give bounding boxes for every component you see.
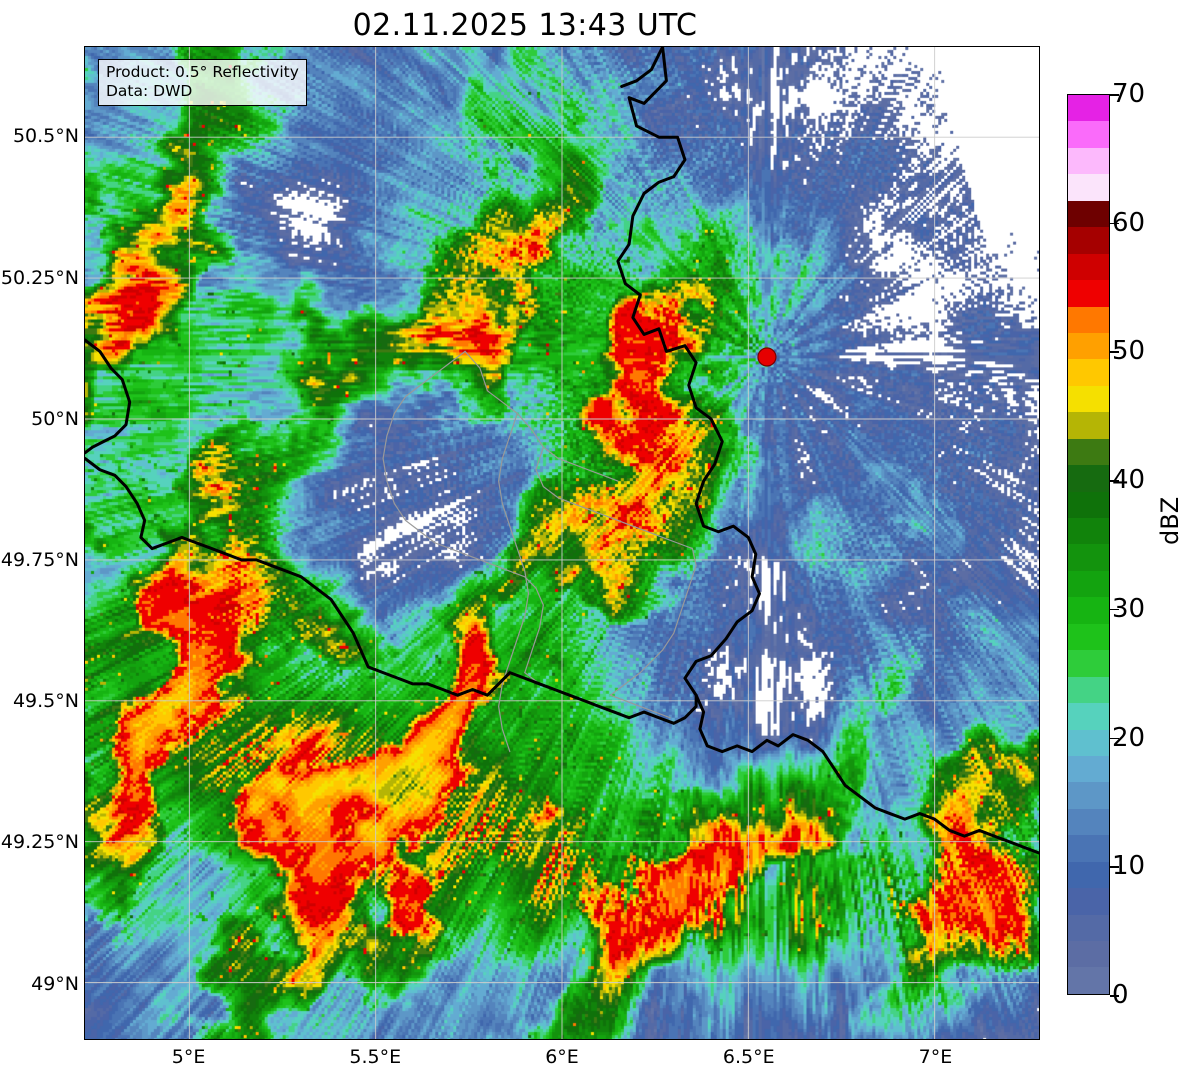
colorbar-tick-mark-6 [1110, 222, 1119, 225]
page-title: 02.11.2025 13:43 UTC [352, 8, 698, 43]
colorbar-tick-mark-0 [1110, 995, 1119, 997]
colorbar-band-1 [1068, 941, 1109, 968]
colorbar-band-31 [1068, 147, 1109, 175]
colorbar-band-28 [1068, 227, 1109, 254]
y-tick-label-4: 49.5°N [12, 690, 79, 713]
colorbar-band-33 [1068, 95, 1109, 122]
country-borders-path-0 [616, 47, 1039, 855]
y-tick-label-0: 50.5°N [12, 125, 79, 148]
colorbar-band-23 [1068, 359, 1109, 386]
admin-borders-path-1 [382, 350, 544, 674]
colorbar-band-15 [1068, 570, 1109, 598]
country-borders-path-1 [85, 338, 132, 455]
map-overlay [85, 47, 1039, 1039]
product-label: Product: 0.5° Reflectivity [106, 63, 299, 81]
radar-plot[interactable]: Product: 0.5° Reflectivity Data: DWD [84, 46, 1040, 1040]
colorbar-band-12 [1068, 650, 1109, 677]
colorbar-band-5 [1068, 835, 1109, 862]
admin-border-lines [382, 350, 697, 753]
colorbar-band-21 [1068, 412, 1109, 439]
colorbar-tick-label-0: 0 [1112, 980, 1129, 1010]
colorbar-band-4 [1068, 861, 1109, 889]
colorbar-band-14 [1068, 597, 1109, 624]
x-tick-label-1: 5.5°E [349, 1046, 402, 1068]
colorbar-tick-mark-3 [1110, 608, 1119, 611]
colorbar-band-18 [1068, 491, 1109, 518]
colorbar-band-16 [1068, 544, 1109, 571]
y-tick-label-6: 49°N [31, 972, 79, 995]
colorbar-band-7 [1068, 782, 1109, 809]
admin-borders-path-2 [542, 446, 619, 482]
colorbar-band-27 [1068, 253, 1109, 281]
admin-borders-path-3 [498, 412, 530, 753]
y-tick-label-2: 50°N [31, 407, 79, 430]
colorbar-band-29 [1068, 200, 1109, 228]
colorbar-band-2 [1068, 914, 1109, 941]
colorbar-band-25 [1068, 306, 1109, 333]
radar-site-marker[interactable] [757, 347, 777, 367]
x-tick-label-0: 5°E [171, 1046, 206, 1068]
y-tick-label-3: 49.75°N [0, 548, 79, 571]
grid-lines [85, 47, 1039, 1039]
colorbar-band-3 [1068, 888, 1109, 915]
colorbar-band-11 [1068, 676, 1109, 704]
colorbar-band-32 [1068, 121, 1109, 148]
colorbar-band-22 [1068, 385, 1109, 413]
y-tick-label-5: 49.25°N [0, 831, 79, 854]
data-source-label: Data: DWD [106, 81, 193, 100]
colorbar-tick-mark-2 [1110, 737, 1119, 740]
colorbar [1067, 94, 1110, 995]
country-borders-path-3 [620, 47, 665, 88]
colorbar-band-20 [1068, 438, 1109, 466]
colorbar-band-6 [1068, 808, 1109, 836]
colorbar-tick-mark-7 [1110, 94, 1119, 96]
y-tick-label-1: 50.25°N [0, 266, 79, 289]
colorbar-band-0 [1068, 967, 1109, 994]
colorbar-band-26 [1068, 280, 1109, 307]
colorbar-band-13 [1068, 623, 1109, 651]
product-info-box: Product: 0.5° Reflectivity Data: DWD [98, 59, 307, 106]
colorbar-band-30 [1068, 174, 1109, 201]
x-tick-label-3: 6.5°E [722, 1046, 775, 1068]
admin-borders-path-0 [464, 350, 697, 696]
colorbar-band-10 [1068, 703, 1109, 730]
admin-borders-path-4 [609, 694, 671, 719]
x-tick-label-2: 6°E [545, 1046, 579, 1068]
colorbar-band-17 [1068, 518, 1109, 545]
country-border-lines [85, 47, 1039, 855]
colorbar-band-19 [1068, 465, 1109, 492]
colorbar-tick-mark-5 [1110, 351, 1119, 354]
colorbar-band-9 [1068, 729, 1109, 756]
colorbar-band-8 [1068, 755, 1109, 783]
colorbar-band-24 [1068, 332, 1109, 360]
colorbar-tick-mark-4 [1110, 480, 1119, 482]
colorbar-tick-mark-1 [1110, 866, 1119, 868]
country-borders-path-2 [85, 456, 698, 725]
x-tick-label-4: 7°E [918, 1046, 953, 1068]
colorbar-label: dBZ [1156, 496, 1184, 545]
